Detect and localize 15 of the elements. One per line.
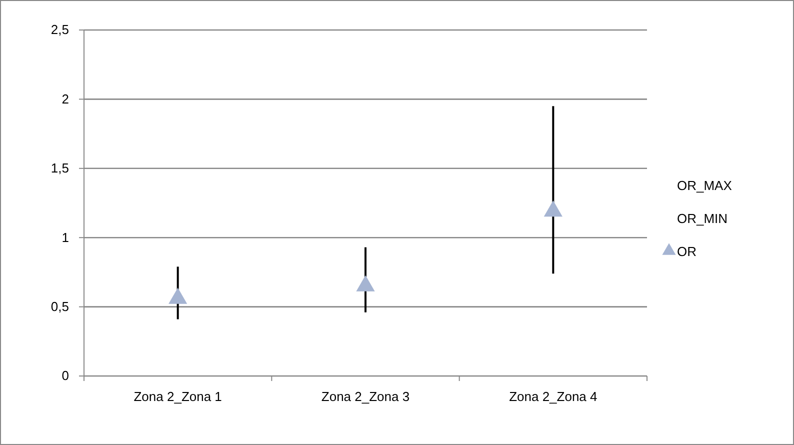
x-tick-label: Zona 2_Zona 4 — [509, 389, 598, 404]
y-tick-label: 0 — [62, 368, 69, 384]
legend-label: OR — [677, 244, 696, 259]
text: OR_MIN — [677, 211, 728, 226]
y-tick-label: 0,5 — [50, 298, 69, 314]
x-tick-label: Zona 2_Zona 3 — [321, 389, 410, 404]
y-tick-label: 2 — [62, 91, 69, 106]
x-tick-label: Zona 2_Zona 1 — [134, 389, 222, 404]
y-tick-label: 1 — [62, 230, 69, 245]
text: OR_MAX — [677, 178, 732, 193]
point — [168, 288, 188, 304]
y-tick-label: 2,5 — [50, 22, 69, 38]
point — [544, 200, 562, 217]
y-tick-label: 1,5 — [50, 160, 69, 176]
point — [356, 275, 375, 292]
